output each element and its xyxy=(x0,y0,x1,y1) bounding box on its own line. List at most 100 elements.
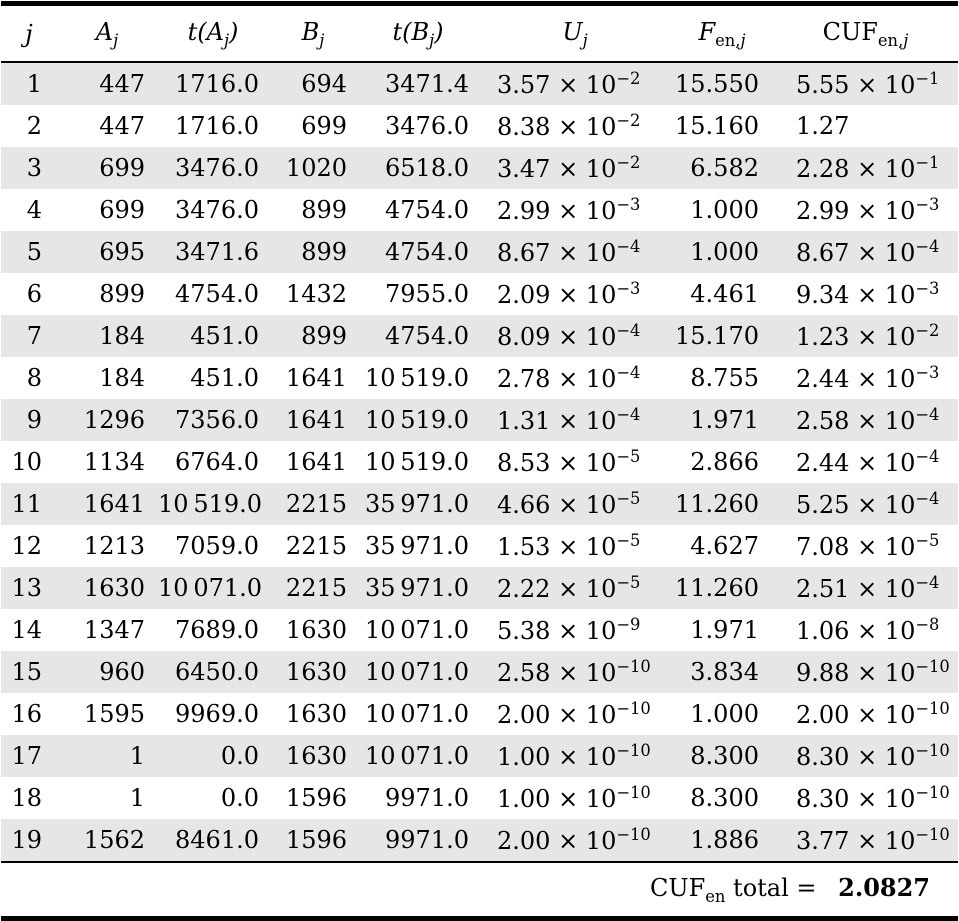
table-cell: 1.000 xyxy=(690,700,759,728)
table-cell: 5.38 × 10−9 xyxy=(497,615,641,645)
table-body: 1 447 1716.0 694 3471.4 3.57 × 10−2 15.550 5.55… xyxy=(1,62,958,862)
table-footer: CUFen total = 2.0827 xyxy=(1,861,958,919)
table-row: 13 1630 10 071.0 2215 35 971.0 2.22 × 10−5 11.… xyxy=(1,567,958,609)
table-row: 16 1595 9969.0 1630 10 071.0 2.00 × 10−10 1.00… xyxy=(1,693,958,735)
table-cell: 1 xyxy=(129,784,145,812)
table-cell: 7 xyxy=(26,322,42,350)
table-cell: 7.08 × 10−5 xyxy=(796,531,940,561)
table-cell: 7356.0 xyxy=(175,406,259,434)
table-cell: 1.000 xyxy=(690,196,759,224)
table-cell: 8.09 × 10−4 xyxy=(497,321,641,351)
table-cell: 2.58 × 10−10 xyxy=(497,657,651,687)
table-row: 8 184 451.0 1641 10 519.0 2.78 × 10−4 8.755 2.4… xyxy=(1,357,958,399)
table-cell: 10 071.0 xyxy=(364,700,469,728)
table-cell: 451.0 xyxy=(190,322,259,350)
table-cell: 1296 xyxy=(83,406,145,434)
column-header-t-b-j: t(Bj) xyxy=(357,3,479,63)
table-cell: 8.300 xyxy=(690,784,759,812)
table-cell: 899 xyxy=(301,196,347,224)
table-cell: 2.44 × 10−4 xyxy=(796,447,940,477)
table-cell: 1641 xyxy=(285,406,347,434)
table-cell: 8.67 × 10−4 xyxy=(796,237,940,267)
table-cell: 1 xyxy=(129,742,145,770)
table-cell: 1.971 xyxy=(690,406,759,434)
table-cell: 1.31 × 10−4 xyxy=(497,405,641,435)
table-cell: 6450.0 xyxy=(175,658,259,686)
table-cell: 8.38 × 10−2 xyxy=(497,111,641,141)
table-cell: 8.30 × 10−10 xyxy=(796,783,950,813)
table-cell: 699 xyxy=(301,112,347,140)
table-cell: 3476.0 xyxy=(175,154,259,182)
table-cell: 1630 xyxy=(83,574,145,602)
table-cell: 899 xyxy=(301,238,347,266)
table-row: 9 1296 7356.0 1641 10 519.0 1.31 × 10−4 1.971 2… xyxy=(1,399,958,441)
table-cell: 0.0 xyxy=(220,742,259,770)
table-cell: 694 xyxy=(301,70,347,98)
table-cell: 17 xyxy=(11,742,42,770)
table-cell: 35 971.0 xyxy=(364,490,469,518)
table-cell: 1596 xyxy=(285,784,347,812)
table-cell: 2215 xyxy=(285,490,347,518)
table-cell: 35 971.0 xyxy=(364,574,469,602)
column-header-f-en-j: Fen,j xyxy=(671,3,773,63)
table-row: 12 1213 7059.0 2215 35 971.0 1.53 × 10−5 4.627… xyxy=(1,525,958,567)
table-row: 11 1641 10 519.0 2215 35 971.0 4.66 × 10−5 11.… xyxy=(1,483,958,525)
table-cell: 1020 xyxy=(285,154,347,182)
table-cell: 2.00 × 10−10 xyxy=(497,699,651,729)
table-cell: 10 519.0 xyxy=(364,406,469,434)
table-cell: 8.67 × 10−4 xyxy=(497,237,641,267)
table-cell: 7059.0 xyxy=(175,532,259,560)
table-cell: 8 xyxy=(26,364,42,392)
table-cell: 1.000 xyxy=(690,238,759,266)
table-cell: 10 071.0 xyxy=(364,616,469,644)
table-row: 3 699 3476.0 1020 6518.0 3.47 × 10−2 6.582 2.28… xyxy=(1,147,958,189)
table-cell: 8.30 × 10−10 xyxy=(796,741,950,771)
table-cell: 8.755 xyxy=(690,364,759,392)
table-cell: 1.00 × 10−10 xyxy=(497,741,651,771)
table-cell: 4754.0 xyxy=(385,196,469,224)
table-cell: 1716.0 xyxy=(175,70,259,98)
table-cell: 1641 xyxy=(285,364,347,392)
total-label-rest: total = xyxy=(725,874,825,903)
table-row: 18 1 0.0 1596 9971.0 1.00 × 10−10 8.300 8.30 × … xyxy=(1,777,958,819)
table-cell: 6 xyxy=(26,280,42,308)
table-cell: 699 xyxy=(99,154,145,182)
table-cell: 184 xyxy=(99,364,145,392)
table-cell: 6.582 xyxy=(690,154,759,182)
table-cell: 1595 xyxy=(83,700,145,728)
table-cell: 11 xyxy=(11,490,42,518)
table-row: 19 1562 8461.0 1596 9971.0 2.00 × 10−10 1.886 3… xyxy=(1,819,958,862)
column-header-u-j: Uj xyxy=(479,3,671,63)
table-cell: 13 xyxy=(11,574,42,602)
table-cell: 9971.0 xyxy=(385,784,469,812)
table-cell: 1641 xyxy=(83,490,145,518)
table-cell: 1630 xyxy=(285,700,347,728)
table-row: 1 447 1716.0 694 3471.4 3.57 × 10−2 15.550 5.55… xyxy=(1,62,958,105)
table-cell: 3476.0 xyxy=(175,196,259,224)
table-cell: 2.00 × 10−10 xyxy=(497,825,651,855)
table-cell: 8.53 × 10−5 xyxy=(497,447,641,477)
table-cell: 15.160 xyxy=(675,112,759,140)
table-cell: 3 xyxy=(26,154,42,182)
table-cell: 4754.0 xyxy=(175,280,259,308)
table-cell: 0.0 xyxy=(220,784,259,812)
table-cell: 9969.0 xyxy=(175,700,259,728)
table-row: 7 184 451.0 899 4754.0 8.09 × 10−4 15.170 1.23 … xyxy=(1,315,958,357)
table-cell: 1.886 xyxy=(690,826,759,854)
table-cell: 1.53 × 10−5 xyxy=(497,531,641,561)
table-cell: 960 xyxy=(99,658,145,686)
table-cell: 2.22 × 10−5 xyxy=(497,573,641,603)
table-cell: 2.09 × 10−3 xyxy=(497,279,641,309)
table-cell: 2 xyxy=(26,112,42,140)
column-header-t-a-j: t(Aj) xyxy=(157,3,269,63)
table-cell: 4 xyxy=(26,196,42,224)
table-cell: 2.28 × 10−1 xyxy=(796,153,940,183)
table-cell: 3.57 × 10−2 xyxy=(497,69,641,99)
total-label-base: CUF xyxy=(650,874,706,903)
column-header-b-j: Bj xyxy=(269,3,357,63)
table-cell: 899 xyxy=(99,280,145,308)
table-cell: 1347 xyxy=(83,616,145,644)
table-cell: 1.971 xyxy=(690,616,759,644)
table-cell: 10 519.0 xyxy=(158,490,263,518)
